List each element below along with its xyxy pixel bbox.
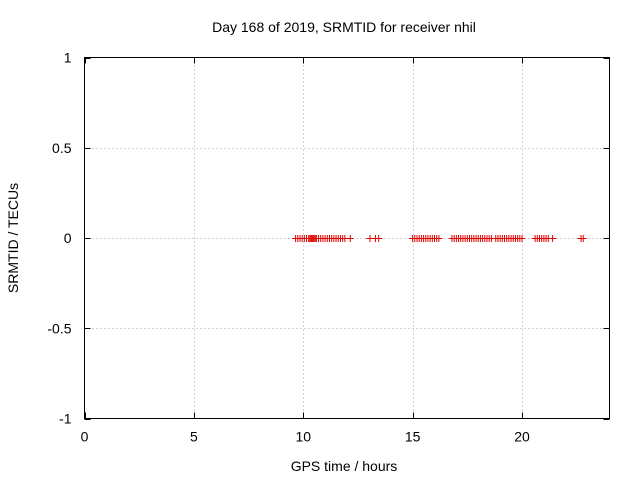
- x-tick-label: 10: [295, 429, 311, 445]
- x-axis-label: GPS time / hours: [291, 458, 398, 474]
- y-tick-label: 1: [64, 50, 72, 66]
- y-tick-label: -0.5: [47, 320, 71, 336]
- x-tick-label: 20: [514, 429, 530, 445]
- y-tick-label: -1: [59, 411, 72, 427]
- y-tick-labels: 1 0.5 0 -0.5 -1: [47, 50, 71, 427]
- axis-ticks: [84, 57, 610, 420]
- y-axis-label: SRMTID / TECUs: [5, 183, 21, 293]
- data-point: [375, 235, 383, 242]
- x-tick-labels: 0 5 10 15 20: [81, 429, 530, 445]
- y-tick-label: 0: [64, 230, 72, 246]
- plot-frame: [84, 57, 610, 419]
- x-tick-label: 0: [81, 429, 89, 445]
- data-point: [346, 235, 354, 242]
- chart-title: Day 168 of 2019, SRMTID for receiver nhi…: [212, 19, 476, 35]
- data-point: [518, 235, 526, 242]
- x-tick-label: 15: [405, 429, 421, 445]
- x-tick-label: 5: [190, 429, 198, 445]
- data-point: [549, 235, 557, 242]
- data-points: [292, 235, 587, 242]
- data-point: [435, 235, 443, 242]
- y-tick-label: 0.5: [52, 140, 72, 156]
- data-point: [579, 235, 587, 242]
